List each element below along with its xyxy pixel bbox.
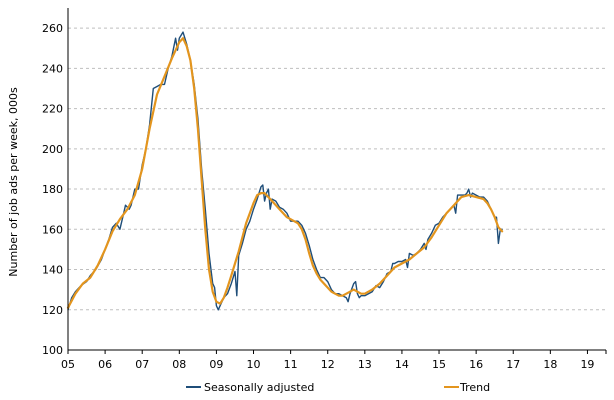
x-tick-labels: 05 06 07 08 09 10 11 12 13 14 15 16 17 18 19 bbox=[61, 358, 594, 371]
gridlines bbox=[68, 27, 606, 311]
y-tick-label: 260 bbox=[42, 22, 63, 35]
axes bbox=[67, 8, 607, 354]
y-tick-label: 160 bbox=[42, 223, 63, 236]
y-tick-label: 200 bbox=[42, 143, 63, 156]
y-tick-labels: 100 120 140 160 180 200 220 240 260 bbox=[42, 22, 63, 357]
x-tick-label: 13 bbox=[358, 358, 372, 371]
y-tick-label: 220 bbox=[42, 103, 63, 116]
x-tick-label: 11 bbox=[284, 358, 298, 371]
x-tick-label: 14 bbox=[395, 358, 409, 371]
series-lines bbox=[66, 31, 504, 311]
x-tick-label: 15 bbox=[432, 358, 446, 371]
y-tick-label: 140 bbox=[42, 264, 63, 277]
legend-label-trend: Trend bbox=[459, 381, 490, 394]
series-line-seasonally-adjusted bbox=[67, 31, 503, 311]
legend-label-seasonally-adjusted: Seasonally adjusted bbox=[204, 381, 314, 394]
y-tick-label: 120 bbox=[42, 304, 63, 317]
x-tick-label: 10 bbox=[247, 358, 261, 371]
y-tick-label: 240 bbox=[42, 62, 63, 75]
y-tick-label: 180 bbox=[42, 183, 63, 196]
x-tick-label: 07 bbox=[135, 358, 149, 371]
y-axis-title: Number of job ads per week, 000s bbox=[7, 87, 20, 277]
x-tick-label: 19 bbox=[580, 358, 594, 371]
x-tick-label: 09 bbox=[209, 358, 223, 371]
x-tick-label: 18 bbox=[543, 358, 557, 371]
series-line-trend bbox=[66, 37, 504, 309]
legend: Seasonally adjusted Trend bbox=[186, 381, 490, 394]
x-tick-label: 16 bbox=[469, 358, 483, 371]
x-tick-label: 08 bbox=[172, 358, 186, 371]
x-tick-label: 05 bbox=[61, 358, 75, 371]
x-tick-label: 06 bbox=[98, 358, 112, 371]
y-tick-label: 100 bbox=[42, 344, 63, 357]
x-tick-label: 17 bbox=[506, 358, 520, 371]
x-tick-label: 12 bbox=[321, 358, 335, 371]
